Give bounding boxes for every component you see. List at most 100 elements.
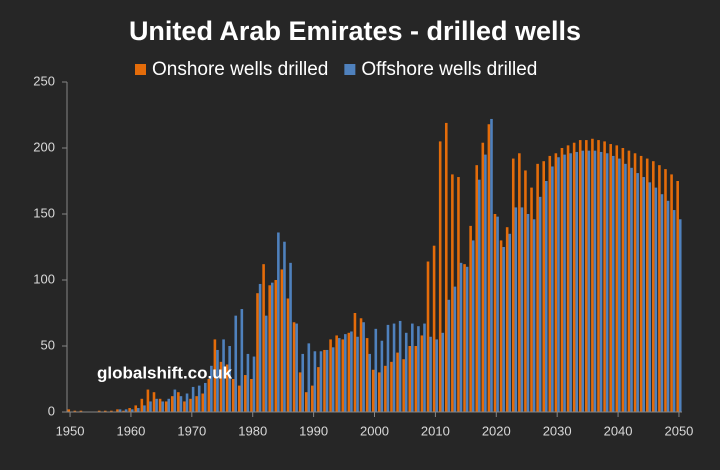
bar: [362, 322, 365, 412]
bar: [536, 163, 539, 412]
legend-label: Onshore wells drilled: [152, 59, 328, 80]
bar: [530, 187, 533, 412]
y-tick-label: 150: [33, 205, 55, 220]
bar: [624, 163, 627, 412]
bar: [642, 177, 646, 412]
x-tick-label: 2050: [664, 423, 693, 438]
bar: [191, 386, 195, 412]
x-tick-label: 1970: [177, 423, 206, 438]
bar: [487, 124, 491, 413]
bar: [447, 299, 451, 412]
bar: [420, 335, 424, 412]
bar: [280, 269, 284, 412]
bar: [575, 151, 579, 412]
bar: [453, 286, 457, 412]
bar: [277, 232, 280, 412]
bar: [353, 313, 357, 412]
bar: [435, 339, 438, 412]
bar: [408, 346, 412, 412]
bar: [678, 219, 682, 412]
bar: [222, 339, 225, 412]
bar: [152, 392, 156, 412]
bar: [329, 339, 332, 412]
bar: [128, 408, 131, 412]
bar: [250, 379, 253, 412]
bar: [256, 293, 259, 412]
bar: [298, 372, 302, 412]
bar: [621, 148, 625, 412]
bar: [234, 315, 238, 412]
bar: [402, 359, 405, 412]
bar: [292, 322, 296, 412]
bar: [134, 405, 138, 412]
bar: [463, 264, 466, 412]
chart-title: United Arab Emirates - drilled wells: [129, 16, 581, 46]
bar: [167, 398, 171, 412]
bar: [103, 410, 107, 412]
bar: [585, 140, 588, 412]
bar: [118, 409, 122, 412]
bar: [660, 194, 664, 412]
bar: [368, 353, 371, 412]
bar: [204, 382, 207, 412]
bar: [593, 150, 597, 412]
bar: [110, 410, 113, 412]
bar: [304, 392, 308, 412]
bar: [396, 352, 399, 412]
x-tick-label: 1980: [238, 423, 267, 438]
bar: [426, 261, 430, 412]
bar: [177, 392, 180, 412]
bar: [499, 240, 503, 412]
bar: [386, 324, 390, 412]
bar: [311, 385, 314, 412]
bar: [581, 150, 585, 412]
bar: [587, 150, 591, 412]
bar: [185, 393, 189, 412]
bar: [341, 339, 345, 412]
bar: [197, 385, 201, 412]
bar: [471, 240, 475, 412]
bar: [359, 318, 363, 412]
bar: [457, 177, 460, 412]
bar: [170, 396, 174, 412]
bar: [124, 409, 128, 412]
x-tick-label: 2030: [543, 423, 572, 438]
bar: [411, 323, 414, 412]
bar: [524, 170, 527, 412]
bar: [572, 142, 576, 412]
bar: [225, 364, 229, 412]
bar: [270, 282, 274, 412]
legend-swatch: [344, 64, 356, 75]
bar: [337, 338, 341, 412]
bar: [654, 187, 658, 412]
y-tick-label: 100: [33, 271, 55, 286]
bar: [676, 181, 679, 412]
bar: [538, 196, 542, 412]
x-tick-label: 1950: [56, 423, 85, 438]
bar: [465, 266, 469, 412]
bar: [603, 141, 606, 412]
bar: [627, 150, 631, 412]
bar: [630, 167, 633, 412]
bar: [429, 336, 432, 412]
bar: [518, 153, 521, 412]
bar: [130, 409, 134, 412]
bar: [213, 339, 217, 412]
bar: [639, 155, 643, 413]
bar: [605, 153, 609, 412]
bar: [392, 323, 396, 412]
bar: [335, 335, 338, 412]
y-tick-label: 250: [33, 73, 55, 88]
bar: [548, 155, 552, 413]
bar: [597, 140, 600, 412]
watermark: globalshift.co.uk: [97, 363, 233, 382]
x-tick-label: 2020: [482, 423, 511, 438]
bar: [201, 393, 205, 412]
bar: [615, 145, 619, 413]
bar: [459, 262, 463, 412]
bar: [648, 182, 652, 412]
x-tick-label: 1960: [116, 423, 145, 438]
bar: [532, 219, 536, 412]
bar: [116, 409, 119, 412]
